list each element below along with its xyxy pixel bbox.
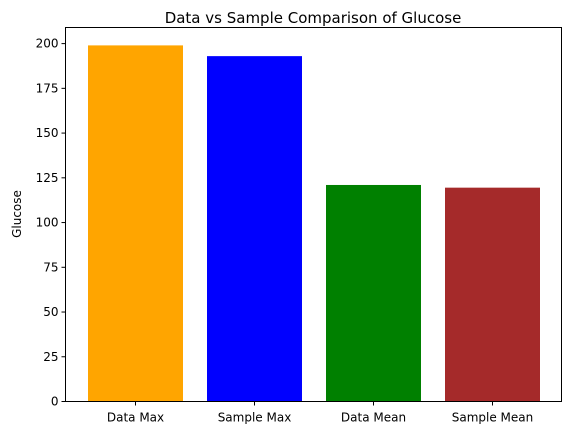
y-tick-label: 75: [43, 260, 58, 274]
y-tick-label: 0: [51, 395, 59, 409]
y-tick-label: 200: [36, 37, 59, 51]
bar-sample-max: [207, 56, 302, 401]
bar-data-max: [88, 45, 183, 401]
y-tick-label: 125: [36, 171, 59, 185]
y-axis: 0 25 50 75 100 125 150 175 200: [36, 37, 66, 409]
x-tick-label: Data Mean: [341, 411, 406, 425]
y-tick-label: 25: [43, 350, 58, 364]
x-tick-label: Sample Max: [218, 411, 292, 425]
bars-group: [88, 45, 540, 401]
y-axis-label: Glucose: [10, 190, 24, 238]
y-tick-label: 150: [36, 126, 59, 140]
y-tick-label: 175: [36, 81, 59, 95]
x-tick-label: Data Max: [107, 411, 164, 425]
bar-data-mean: [326, 185, 421, 402]
y-tick-label: 50: [43, 305, 58, 319]
bar-sample-mean: [445, 188, 540, 402]
x-tick-label: Sample Mean: [452, 411, 534, 425]
chart-title: Data vs Sample Comparison of Glucose: [165, 9, 462, 27]
y-tick-label: 100: [36, 216, 59, 230]
x-axis: Data Max Sample Max Data Mean Sample Mean: [107, 402, 533, 425]
